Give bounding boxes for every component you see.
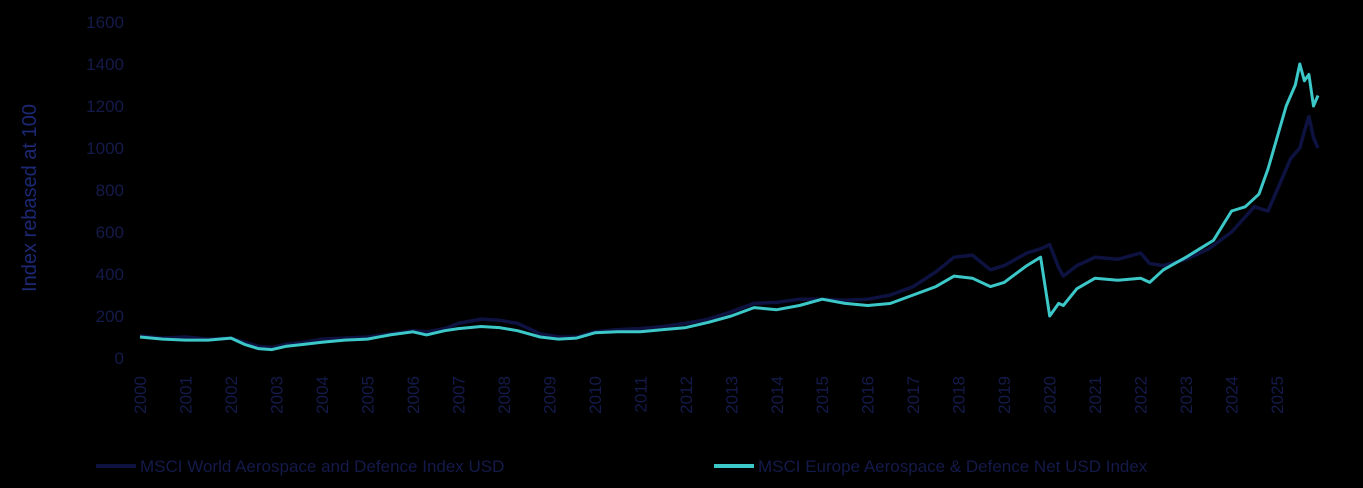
x-axis-ticks: 2000 2001 2002 2003 2004 2005 2006 2007 2008 2009… <box>131 376 1287 414</box>
y-tick-label: 600 <box>96 223 124 242</box>
x-tick-label: 2002 <box>222 376 241 414</box>
x-tick-label: 2009 <box>540 376 559 414</box>
x-tick-label: 2016 <box>859 376 878 414</box>
x-tick-label: 2021 <box>1086 376 1105 414</box>
x-tick-label: 2010 <box>586 376 605 414</box>
y-tick-label: 800 <box>96 181 124 200</box>
x-tick-label: 2013 <box>722 376 741 414</box>
x-tick-label: 2023 <box>1177 376 1196 414</box>
x-tick-label: 2014 <box>768 376 787 414</box>
x-tick-label: 2008 <box>495 376 514 414</box>
y-tick-label: 1400 <box>86 55 124 74</box>
y-axis-label-group: Index rebased at 100 <box>19 104 41 292</box>
y-tick-label: 200 <box>96 307 124 326</box>
x-tick-label: 2000 <box>131 376 150 414</box>
y-tick-label: 1200 <box>86 97 124 116</box>
x-tick-label: 2019 <box>995 376 1014 414</box>
y-tick-label: 400 <box>96 265 124 284</box>
x-tick-label: 2018 <box>950 376 969 414</box>
x-tick-label: 2025 <box>1268 376 1287 414</box>
x-tick-label: 2011 <box>631 376 650 413</box>
legend: MSCI World Aerospace and Defence Index U… <box>96 457 1148 476</box>
x-tick-label: 2005 <box>358 376 377 414</box>
x-tick-label: 2015 <box>813 376 832 414</box>
x-tick-label: 2022 <box>1132 376 1151 414</box>
legend-label-1: MSCI World Aerospace and Defence Index U… <box>140 457 504 476</box>
series-layer <box>139 62 1320 352</box>
x-tick-label: 2003 <box>267 376 286 414</box>
x-tick-label: 2006 <box>404 376 423 414</box>
x-tick-label: 2001 <box>176 376 195 414</box>
x-tick-label: 2004 <box>313 376 332 414</box>
x-tick-label: 2012 <box>677 376 696 414</box>
series-line-2 <box>139 62 1320 352</box>
x-tick-label: 2017 <box>904 376 923 414</box>
y-tick-label: 0 <box>115 349 124 368</box>
y-axis-label: Index rebased at 100 <box>19 104 41 292</box>
x-tick-label: 2007 <box>449 376 468 414</box>
y-axis-ticks: 0 200 400 600 800 1000 1200 1400 1600 <box>86 13 124 368</box>
x-tick-label: 2020 <box>1041 376 1060 414</box>
series-line-1 <box>139 114 1320 350</box>
x-tick-label: 2024 <box>1223 376 1242 414</box>
y-tick-label: 1000 <box>86 139 124 158</box>
legend-label-2: MSCI Europe Aerospace & Defence Net USD … <box>758 457 1148 476</box>
y-tick-label: 1600 <box>86 13 124 32</box>
